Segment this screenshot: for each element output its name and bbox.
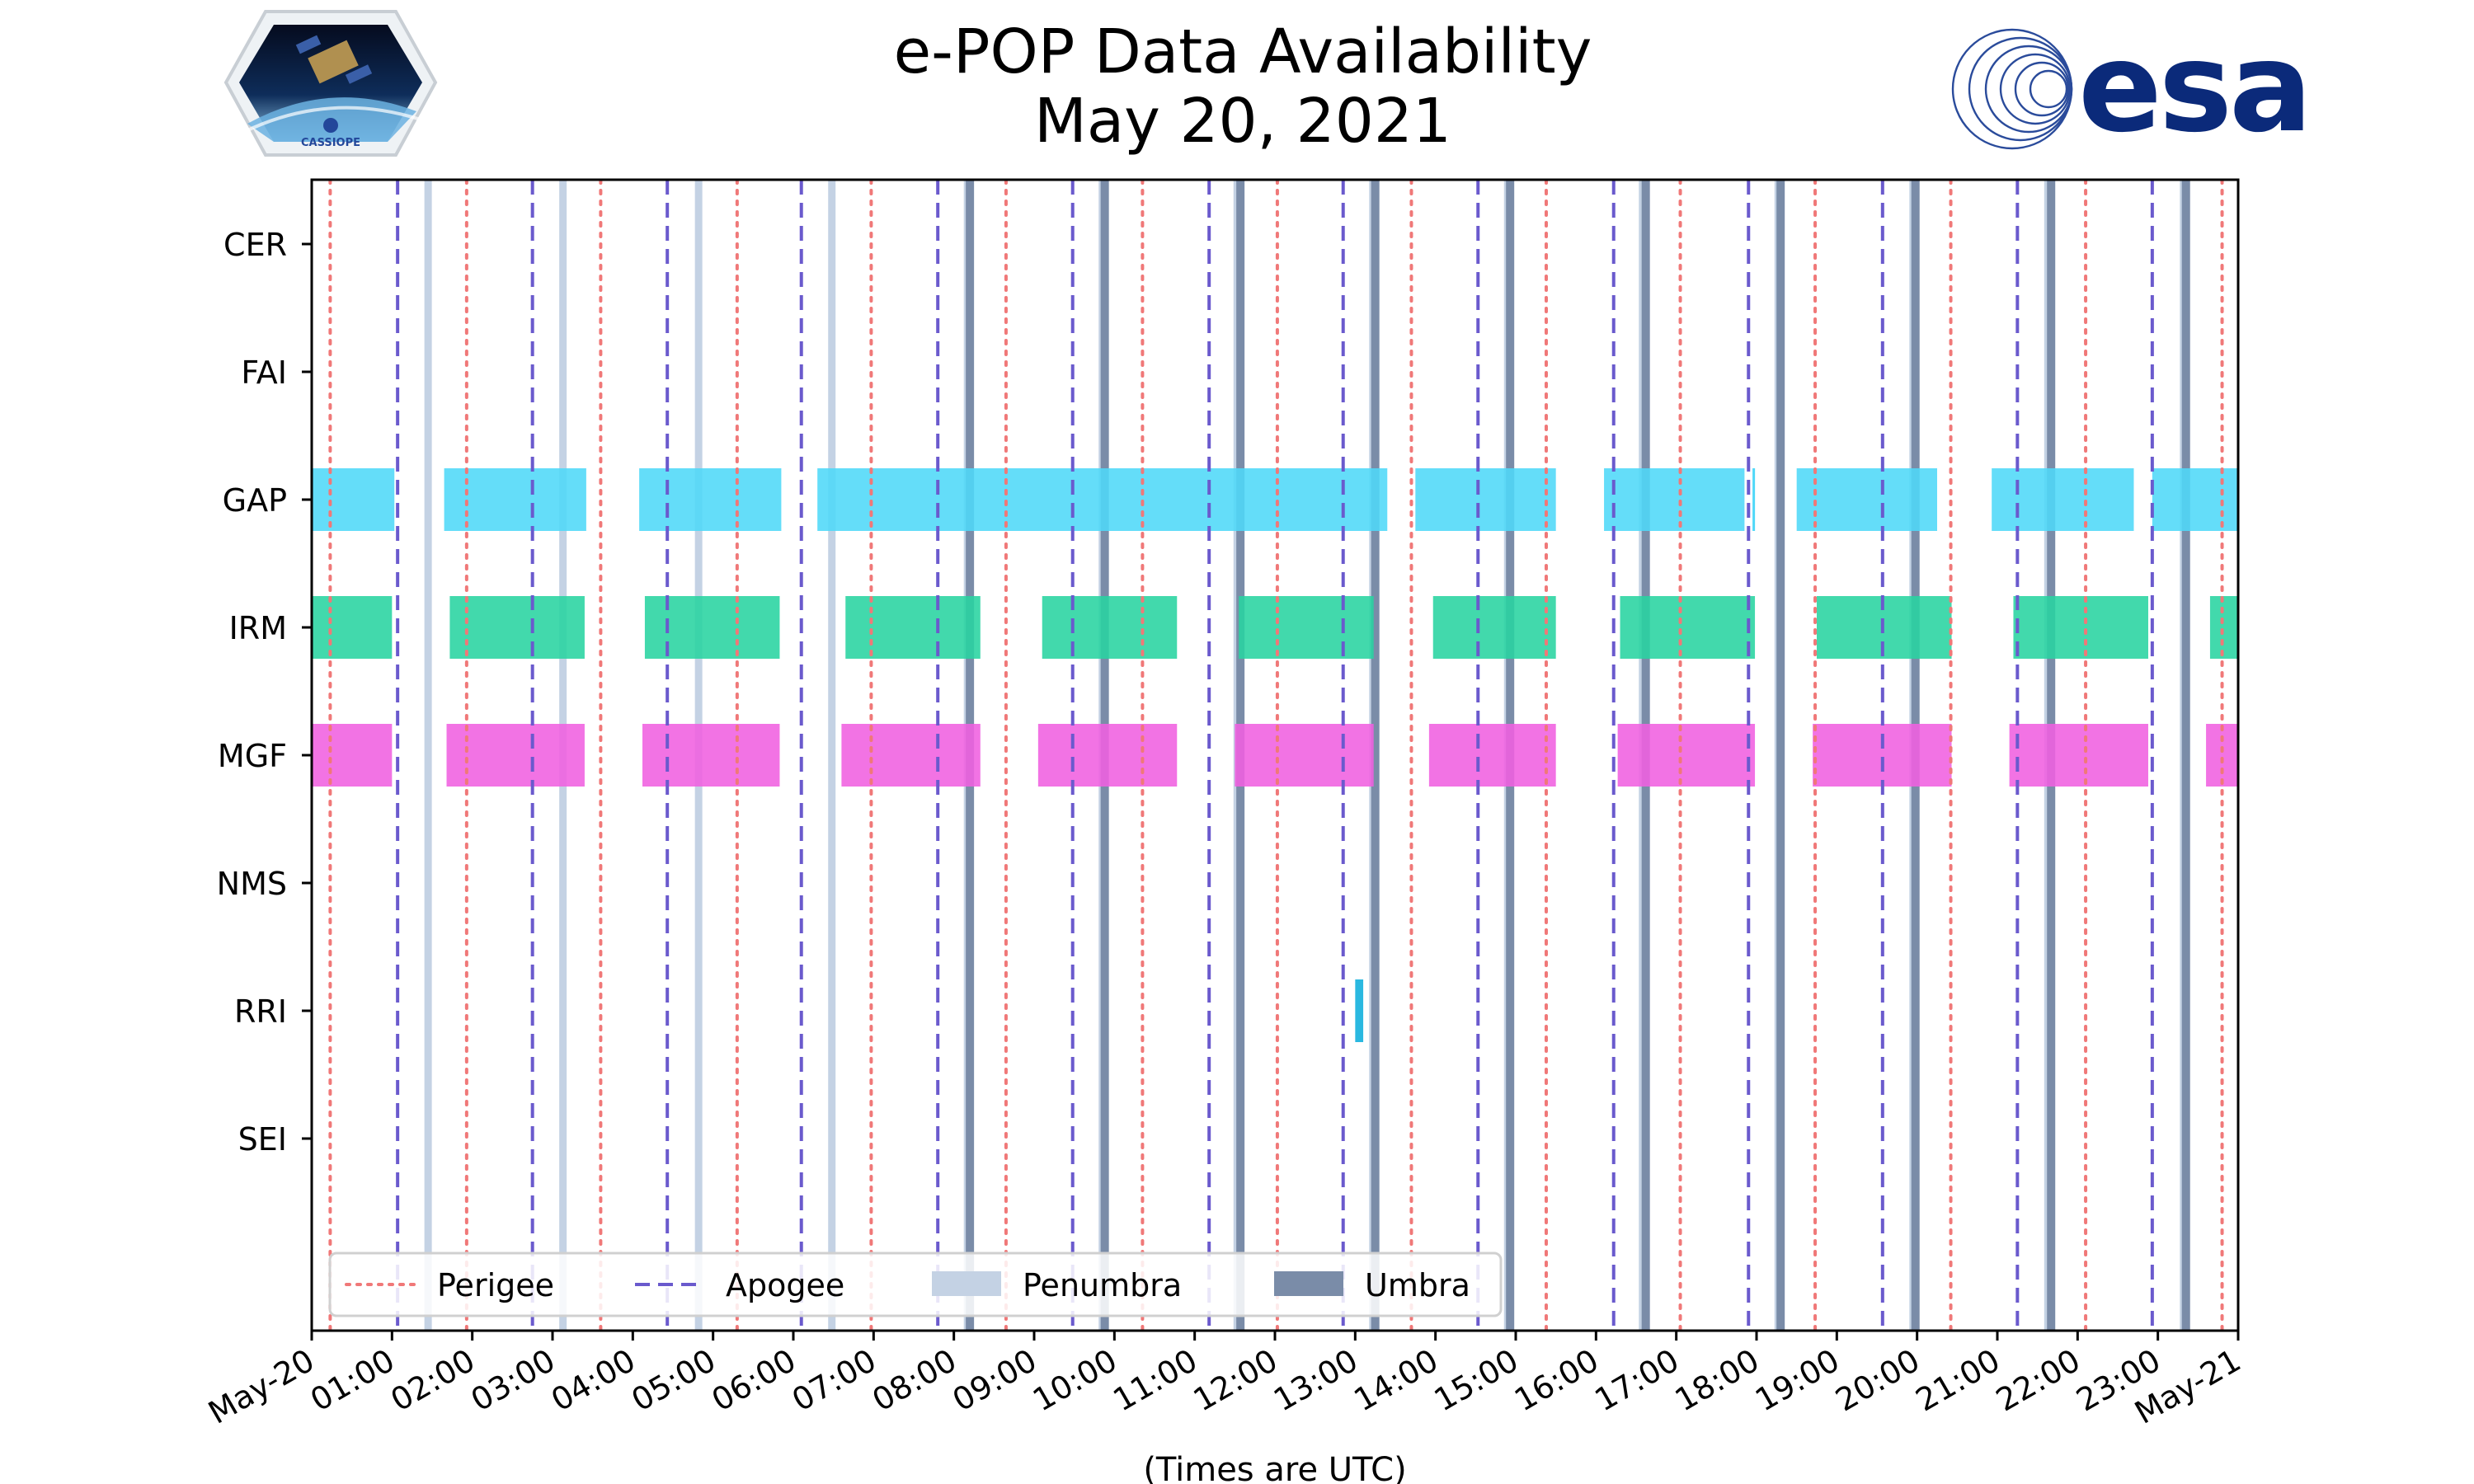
irm-bar-6: [1432, 596, 1556, 659]
irm-bar-1: [449, 596, 585, 659]
x-tick-label-6: 06:00: [706, 1342, 802, 1419]
irm-bar-2: [644, 596, 780, 659]
x-tick-label-20: 20:00: [1829, 1342, 1926, 1419]
y-tick-label-sei: SEI: [238, 1121, 287, 1158]
instrument-bars: [312, 468, 2238, 1042]
gap-bar-0: [312, 468, 395, 531]
y-tick-label-fai: FAI: [241, 355, 287, 391]
x-tick-label-17: 17:00: [1588, 1342, 1685, 1419]
mgf-bar-5: [1235, 724, 1374, 787]
x-tick-label-4: 04:00: [545, 1342, 642, 1419]
x-tick-label-18: 18:00: [1669, 1342, 1766, 1419]
x-tick-label-0: May-20: [202, 1342, 320, 1431]
x-tick-label-22: 22:00: [1990, 1342, 2086, 1419]
x-axis: May-2001:0002:0003:0004:0005:0006:0007:0…: [202, 1331, 2247, 1431]
legend-label-penumbra: Penumbra: [1023, 1267, 1182, 1303]
mgf-bar-7: [1617, 724, 1756, 787]
x-tick-label-10: 10:00: [1027, 1342, 1123, 1419]
x-tick-label-11: 11:00: [1107, 1342, 1203, 1419]
gap-bar-5: [1604, 468, 1745, 531]
legend-box: [328, 1252, 1503, 1317]
irm-bar-5: [1239, 596, 1374, 659]
gap-bar-6: [1752, 468, 1756, 531]
x-tick-label-16: 16:00: [1508, 1342, 1605, 1419]
x-tick-label-12: 12:00: [1188, 1342, 1284, 1419]
x-tick-label-8: 08:00: [866, 1342, 962, 1419]
mgf-bar-3: [841, 724, 981, 787]
x-tick-label-15: 15:00: [1428, 1342, 1525, 1419]
gap-bar-8: [1992, 468, 2134, 531]
x-tick-label-3: 03:00: [465, 1342, 562, 1419]
legend-swatch-umbra: [1274, 1271, 1343, 1296]
legend: Perigee Apogee Penumbra Umbra: [328, 1252, 1503, 1317]
chart-title: e-POP Data Availability: [894, 16, 1592, 87]
x-tick-label-7: 07:00: [786, 1342, 882, 1419]
y-tick-label-mgf: MGF: [218, 738, 287, 774]
esa-logo: esa: [1951, 16, 2312, 160]
gap-bar-2: [639, 468, 782, 531]
legend-label-perigee: Perigee: [437, 1267, 554, 1303]
rri-bar-0: [1355, 979, 1364, 1042]
irm-bar-9: [2013, 596, 2148, 659]
cassiope-logo-text: CASSIOPE: [301, 137, 360, 149]
mgf-bar-4: [1037, 724, 1178, 787]
y-tick-label-irm: IRM: [229, 610, 287, 646]
x-tick-label-21: 21:00: [1910, 1342, 2006, 1419]
irm-bar-3: [845, 596, 981, 659]
irm-bar-10: [2209, 596, 2238, 659]
x-tick-label-2: 02:00: [384, 1342, 481, 1419]
orbit-markers: [328, 180, 2224, 1331]
legend-label-apogee: Apogee: [726, 1267, 844, 1303]
irm-bar-7: [1620, 596, 1756, 659]
x-tick-label-19: 19:00: [1749, 1342, 1846, 1419]
mgf-bar-0: [312, 724, 393, 787]
gap-bar-3: [817, 468, 1388, 531]
mgf-bar-6: [1428, 724, 1556, 787]
chart-subtitle: May 20, 2021: [1034, 86, 1451, 157]
x-tick-label-5: 05:00: [625, 1342, 722, 1419]
gap-bar-7: [1796, 468, 1937, 531]
x-tick-label-13: 13:00: [1268, 1342, 1364, 1419]
y-tick-label-cer: CER: [223, 227, 287, 263]
mgf-bar-2: [642, 724, 780, 787]
mgf-bar-9: [2009, 724, 2148, 787]
mgf-bar-1: [446, 724, 585, 787]
y-tick-label-nms: NMS: [217, 866, 287, 902]
x-tick-label-14: 14:00: [1348, 1342, 1444, 1419]
gap-bar-4: [1415, 468, 1556, 531]
x-axis-label: (Times are UTC): [1143, 1451, 1406, 1484]
legend-swatch-penumbra: [932, 1271, 1001, 1296]
x-tick-label-1: 01:00: [304, 1342, 401, 1419]
esa-logo-text: esa: [2078, 16, 2309, 160]
y-tick-label-gap: GAP: [223, 482, 287, 519]
legend-label-umbra: Umbra: [1365, 1267, 1470, 1303]
y-axis: CER FAI GAP IRM MGF NMS RRI SEI: [217, 227, 312, 1158]
irm-bar-0: [312, 596, 393, 659]
mgf-bar-10: [2206, 724, 2238, 787]
y-tick-label-rri: RRI: [234, 993, 287, 1030]
mgf-bar-8: [1813, 724, 1952, 787]
x-tick-label-9: 09:00: [947, 1342, 1043, 1419]
gap-bar-9: [2152, 468, 2238, 531]
cassiope-logo: CASSIOPE: [223, 10, 438, 157]
irm-bar-4: [1042, 596, 1178, 659]
